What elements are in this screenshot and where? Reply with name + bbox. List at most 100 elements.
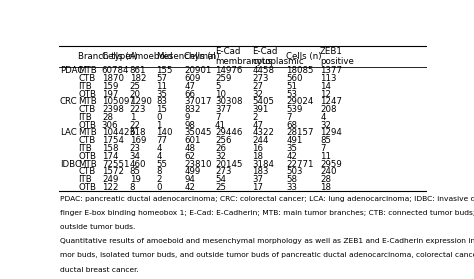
Text: 223: 223 <box>130 105 146 114</box>
Text: 28157: 28157 <box>286 128 314 138</box>
Text: 57: 57 <box>156 74 167 83</box>
Text: 0: 0 <box>156 113 162 122</box>
Text: 42: 42 <box>184 183 195 192</box>
Text: 460: 460 <box>130 160 146 169</box>
Text: 1: 1 <box>130 113 135 122</box>
Text: 26: 26 <box>215 144 226 153</box>
Text: Cells (n): Cells (n) <box>102 52 137 61</box>
Text: 174: 174 <box>102 152 118 161</box>
Text: OTB: OTB <box>78 90 96 98</box>
Text: 41: 41 <box>215 121 226 130</box>
Text: 122: 122 <box>102 183 118 192</box>
Text: 104423: 104423 <box>102 128 135 138</box>
Text: 8: 8 <box>130 183 135 192</box>
Text: 32: 32 <box>215 152 226 161</box>
Text: MTB: MTB <box>78 160 97 169</box>
Text: 94: 94 <box>184 175 195 184</box>
Text: 832: 832 <box>184 105 201 114</box>
Text: E-Cad
cytoplasmic: E-Cad cytoplasmic <box>253 47 304 66</box>
Text: OTB: OTB <box>78 152 96 161</box>
Text: 35: 35 <box>156 90 167 98</box>
Text: 14976: 14976 <box>215 66 242 75</box>
Text: 98: 98 <box>184 121 195 130</box>
Text: 54: 54 <box>215 175 226 184</box>
Text: 17: 17 <box>253 183 264 192</box>
Text: ITB: ITB <box>78 144 92 153</box>
Text: 1572: 1572 <box>102 167 124 176</box>
Text: 8: 8 <box>156 167 162 176</box>
Text: OTB: OTB <box>78 121 96 130</box>
Text: 4322: 4322 <box>253 128 274 138</box>
Text: 14: 14 <box>320 82 331 91</box>
Text: 560: 560 <box>286 74 303 83</box>
Text: outside tumor buds.: outside tumor buds. <box>60 224 136 230</box>
Text: 0: 0 <box>156 183 162 192</box>
Text: 155: 155 <box>156 66 173 75</box>
Text: E-Cad
membranous: E-Cad membranous <box>215 47 272 66</box>
Text: 23810: 23810 <box>184 160 212 169</box>
Text: 618: 618 <box>130 128 146 138</box>
Text: OTB: OTB <box>78 183 96 192</box>
Text: 47: 47 <box>253 121 264 130</box>
Text: 158: 158 <box>102 144 118 153</box>
Text: 503: 503 <box>286 167 303 176</box>
Text: 4458: 4458 <box>253 66 274 75</box>
Text: 25: 25 <box>130 82 141 91</box>
Text: 29446: 29446 <box>215 128 242 138</box>
Text: 72551: 72551 <box>102 160 129 169</box>
Text: Quantitative results of amoeboid and mesenchymal morphology as well as ZEB1 and : Quantitative results of amoeboid and mes… <box>60 238 474 244</box>
Text: 20: 20 <box>130 90 141 98</box>
Text: 28: 28 <box>102 113 113 122</box>
Text: 183: 183 <box>253 167 269 176</box>
Text: PDAC: pancreatic ductal adenocarcinoma; CRC: colorectal cancer; LCA: lung adenoc: PDAC: pancreatic ductal adenocarcinoma; … <box>60 196 474 202</box>
Text: 491: 491 <box>286 136 302 145</box>
Text: 273: 273 <box>215 167 231 176</box>
Text: 48: 48 <box>184 144 195 153</box>
Text: Cells (n): Cells (n) <box>286 52 322 61</box>
Text: 182: 182 <box>130 74 146 83</box>
Text: 19: 19 <box>130 175 141 184</box>
Text: Mesenchymal: Mesenchymal <box>156 52 216 61</box>
Text: 240: 240 <box>320 167 337 176</box>
Text: 391: 391 <box>253 105 269 114</box>
Text: 16: 16 <box>253 144 264 153</box>
Text: 539: 539 <box>286 105 302 114</box>
Text: CTB: CTB <box>78 74 96 83</box>
Text: CRC: CRC <box>60 97 78 106</box>
Text: 85: 85 <box>320 136 331 145</box>
Text: 32: 32 <box>253 90 264 98</box>
Text: ITB: ITB <box>78 175 92 184</box>
Text: 12: 12 <box>320 90 331 98</box>
Text: 2398: 2398 <box>102 105 124 114</box>
Text: 9: 9 <box>184 113 190 122</box>
Text: 256: 256 <box>215 136 231 145</box>
Text: 32: 32 <box>320 121 331 130</box>
Text: 861: 861 <box>130 66 146 75</box>
Text: 37017: 37017 <box>184 97 212 106</box>
Text: 68: 68 <box>286 121 297 130</box>
Text: 77: 77 <box>156 136 167 145</box>
Text: 11: 11 <box>320 152 331 161</box>
Text: CTB: CTB <box>78 167 96 176</box>
Text: 140: 140 <box>156 128 173 138</box>
Text: 83: 83 <box>156 97 167 106</box>
Text: 53: 53 <box>286 90 297 98</box>
Text: 62: 62 <box>184 152 195 161</box>
Text: 4: 4 <box>156 152 162 161</box>
Text: 601: 601 <box>184 136 201 145</box>
Text: 2: 2 <box>156 175 162 184</box>
Text: 208: 208 <box>320 105 337 114</box>
Text: MTB: MTB <box>78 128 97 138</box>
Text: 249: 249 <box>102 175 118 184</box>
Text: 18: 18 <box>320 183 331 192</box>
Text: 85: 85 <box>130 167 141 176</box>
Text: 47: 47 <box>184 82 195 91</box>
Text: CTB: CTB <box>78 105 96 114</box>
Text: mor buds, isolated tumor buds, and outside tumor buds of pancreatic ductal adeno: mor buds, isolated tumor buds, and outsi… <box>60 252 474 258</box>
Text: 18085: 18085 <box>286 66 314 75</box>
Text: PDAC: PDAC <box>60 66 83 75</box>
Text: 35045: 35045 <box>184 128 212 138</box>
Text: Cells (n): Cells (n) <box>184 52 219 61</box>
Text: 27: 27 <box>253 82 264 91</box>
Text: 4: 4 <box>156 144 162 153</box>
